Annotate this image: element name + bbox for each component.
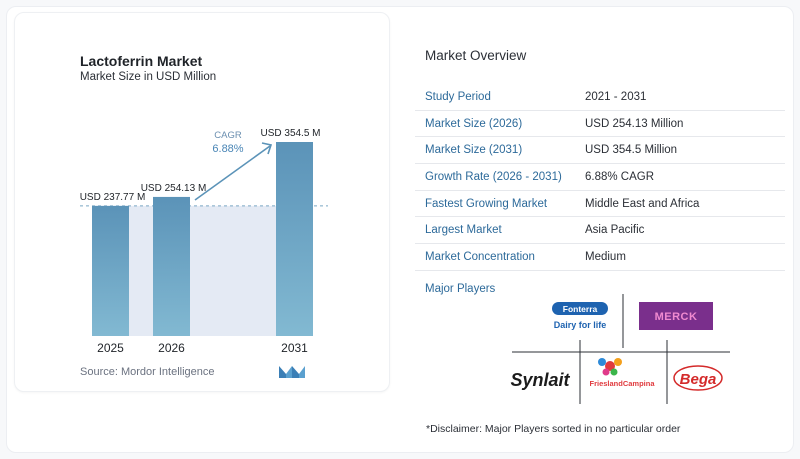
disclaimer: *Disclaimer: Major Players sorted in no … <box>426 423 681 435</box>
row-value: 6.88% CAGR <box>585 170 655 183</box>
chart-title: Lactoferrin Market <box>80 53 203 69</box>
row-value: Medium <box>585 250 626 263</box>
frieslandcampina-name: FrieslandCampina <box>589 379 655 388</box>
row-value: USD 254.13 Million <box>585 117 684 130</box>
row-value: Asia Pacific <box>585 224 645 237</box>
merck-name: MERCK <box>655 311 698 323</box>
row-value: USD 354.5 Million <box>585 144 678 157</box>
overview-table: Study Period 2021 - 2031 Market Size (202… <box>415 84 785 271</box>
bega-logo: Bega <box>673 365 723 391</box>
bar-2031 <box>276 142 313 336</box>
fonterra-logo: Fonterra Dairy for life <box>552 302 608 330</box>
value-label-2031: USD 354.5 M <box>260 128 320 139</box>
chart-subtitle: Market Size in USD Million <box>80 71 217 83</box>
value-label-2025: USD 237.77 M <box>80 192 146 203</box>
overview-row: Study Period 2021 - 2031 <box>415 84 785 111</box>
bega-name: Bega <box>680 371 717 388</box>
row-key: Growth Rate (2026 - 2031) <box>425 170 562 183</box>
overview-row: Market Size (2026) USD 254.13 Million <box>415 111 785 138</box>
merck-logo: MERCK <box>639 302 713 330</box>
overview-row: Largest Market Asia Pacific <box>415 217 785 245</box>
row-value: 2021 - 2031 <box>585 90 647 103</box>
source-note: Source: Mordor Intelligence <box>80 366 215 378</box>
frieslandcampina-logo: FrieslandCampina <box>589 358 655 388</box>
overview-row: Market Concentration Medium <box>415 244 785 271</box>
fonterra-tagline: Dairy for life <box>554 320 607 330</box>
overview-title: Market Overview <box>425 48 527 63</box>
value-label-2026: USD 254.13 M <box>141 183 207 194</box>
overview-row: Market Size (2031) USD 354.5 Million <box>415 137 785 165</box>
row-key: Market Size (2031) <box>425 144 523 157</box>
row-key: Market Concentration <box>425 250 535 263</box>
row-key: Study Period <box>425 90 491 103</box>
fonterra-name: Fonterra <box>563 304 598 314</box>
x-tick-2026: 2026 <box>158 341 185 355</box>
row-value: Middle East and Africa <box>585 197 700 210</box>
row-key: Largest Market <box>425 224 502 237</box>
synlait-logo: Synlait <box>510 370 570 390</box>
x-tick-2031: 2031 <box>281 341 308 355</box>
bar-2025 <box>92 205 129 336</box>
cagr-arrow-line <box>194 145 271 201</box>
overview-row: Fastest Growing Market Middle East and Af… <box>415 191 785 218</box>
player-logos-grid: Fonterra Dairy for life MERCK Synlait Fr… <box>510 294 730 404</box>
overview-row: Growth Rate (2026 - 2031) 6.88% CAGR <box>415 164 785 191</box>
x-tick-2025: 2025 <box>97 341 124 355</box>
major-players-title: Major Players <box>425 283 496 295</box>
bar-2026 <box>153 196 190 336</box>
row-key: Fastest Growing Market <box>425 197 548 210</box>
mordor-logo-icon <box>279 366 305 378</box>
cagr-label: CAGR <box>214 130 242 141</box>
row-key: Market Size (2026) <box>425 117 523 130</box>
cagr-arrow-head <box>261 142 273 155</box>
cagr-value: 6.88% <box>212 143 243 155</box>
synlait-name: Synlait <box>510 370 570 390</box>
